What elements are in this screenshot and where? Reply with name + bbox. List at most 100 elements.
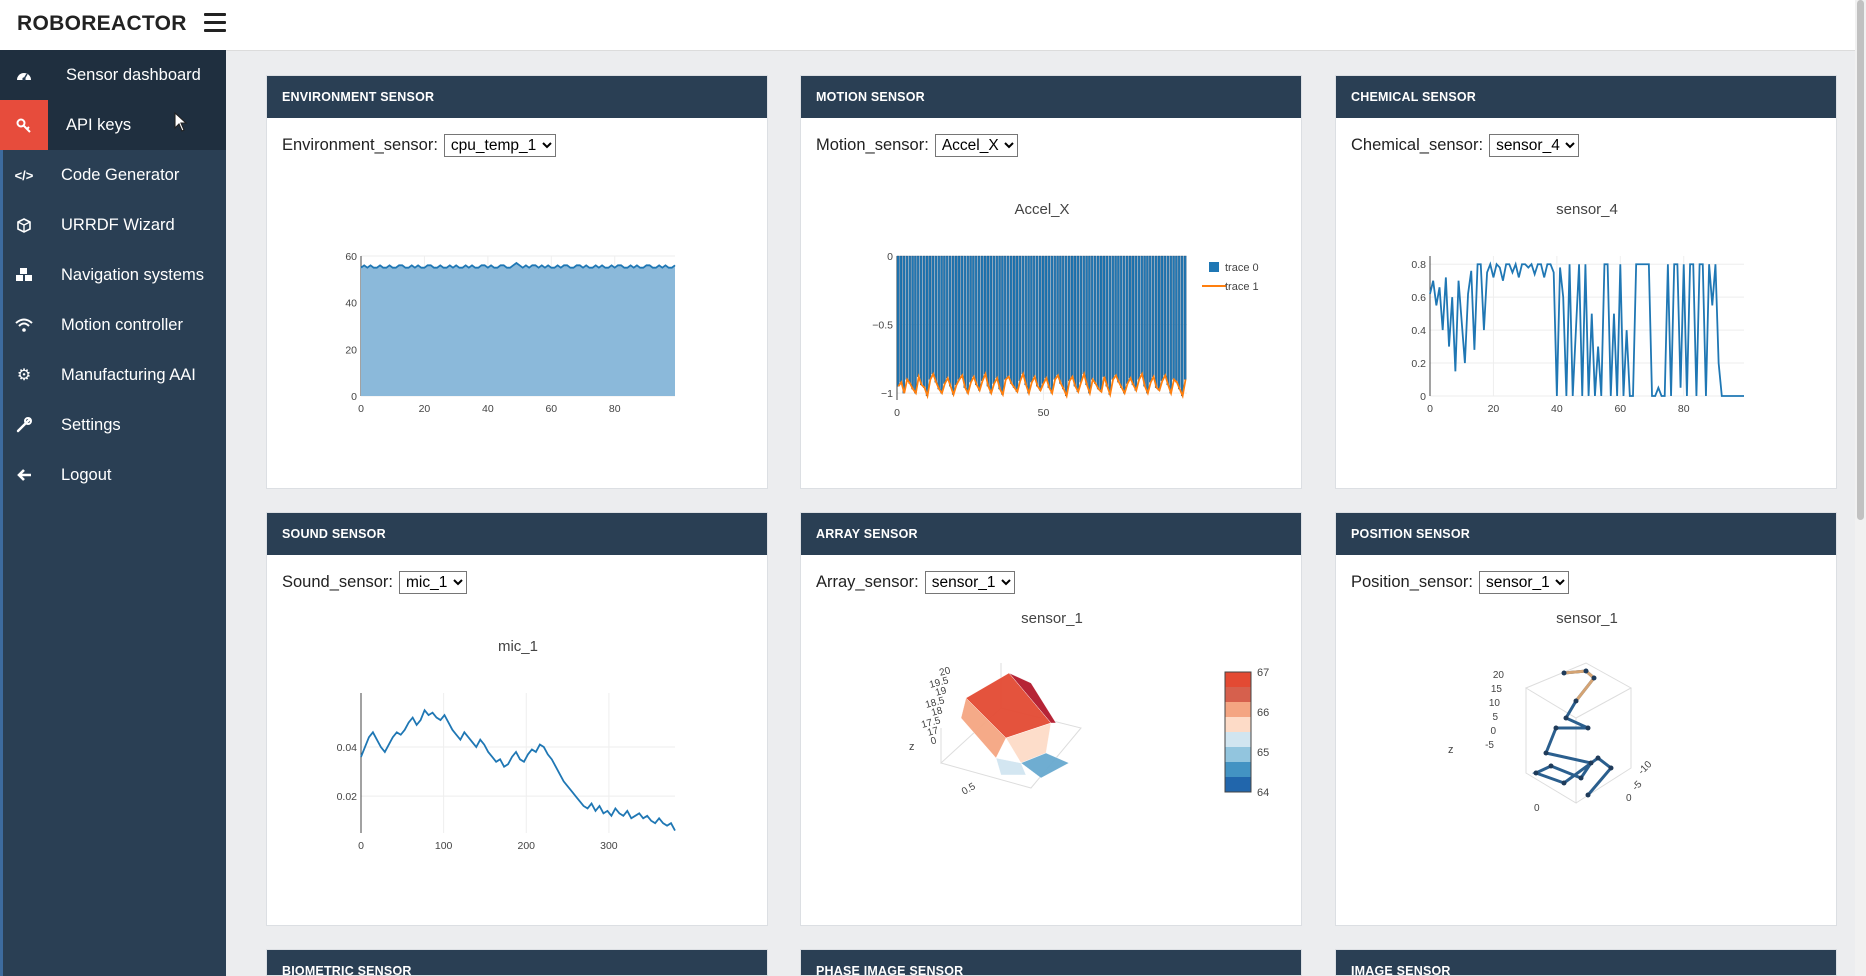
data-point xyxy=(1533,770,1539,776)
y-tick-label: 0 xyxy=(351,391,357,403)
sidebar-item-sensor-dashboard[interactable]: Sensor dashboard xyxy=(0,50,226,100)
bar xyxy=(1125,255,1129,384)
bar xyxy=(1038,255,1042,391)
bar xyxy=(1108,255,1111,395)
y-tick-label: 0.8 xyxy=(1411,259,1426,271)
bar xyxy=(922,255,926,388)
colorbar-frame xyxy=(1224,671,1252,793)
scrollbar-thumb[interactable] xyxy=(1857,0,1864,520)
data-point xyxy=(1595,755,1601,761)
colorbar-band xyxy=(1225,672,1251,687)
sidebar-item-settings[interactable]: Settings xyxy=(0,400,226,450)
chemical-sensor-select[interactable]: sensor_4 xyxy=(1489,134,1580,157)
motion-sensor-select[interactable]: Accel_X xyxy=(934,134,1018,157)
surface-patch xyxy=(1008,672,1057,724)
phase-image-sensor-panel: PHASE IMAGE SENSOR xyxy=(800,949,1302,976)
page-scrollbar[interactable] xyxy=(1855,0,1866,976)
chart-title: Accel_X xyxy=(1014,201,1069,218)
x-tick-label: 80 xyxy=(609,403,621,415)
bar xyxy=(1146,255,1149,394)
z-tick-label: 19.5 xyxy=(928,675,950,691)
x-tick-label: 0 xyxy=(358,403,364,415)
sidebar-item-manufacturing-aai[interactable]: ⚙ Manufacturing AAI xyxy=(0,350,226,400)
data-point xyxy=(1608,765,1614,771)
sidebar-item-label: URRDF Wizard xyxy=(61,215,175,234)
z-tick-label: 18 xyxy=(930,705,944,719)
control-label: Motion_sensor: xyxy=(816,136,929,154)
bar xyxy=(954,255,958,386)
y-tick-label: 0.6 xyxy=(1411,292,1426,304)
bar xyxy=(1018,255,1022,381)
x-tick-label: 80 xyxy=(1678,403,1690,415)
bar xyxy=(1067,255,1071,381)
bar xyxy=(1079,255,1082,383)
z-tick-label: -5 xyxy=(1485,740,1494,751)
bar xyxy=(1137,255,1140,380)
z-tick-label: 10 xyxy=(1489,698,1501,709)
cubes-icon xyxy=(0,250,48,300)
sidebar-item-navigation-systems[interactable]: Navigation systems xyxy=(0,250,226,300)
y-tick-label: 0 xyxy=(887,251,893,263)
environment-sensor-select[interactable]: cpu_temp_1 xyxy=(443,134,556,157)
y-tick-label: 0 xyxy=(1420,391,1426,403)
panel-title: BIOMETRIC SENSOR xyxy=(267,950,767,975)
sidebar-item-label: Logout xyxy=(61,465,112,484)
legend-swatch xyxy=(1209,262,1219,272)
bar xyxy=(969,255,972,383)
data-point xyxy=(1591,675,1597,681)
x-tick-label: 50 xyxy=(1038,407,1050,419)
bar xyxy=(1041,255,1045,384)
bar xyxy=(1088,255,1091,394)
bar xyxy=(934,255,937,383)
wifi-icon xyxy=(0,300,48,350)
app-title: ROBOREACTOR xyxy=(17,12,187,35)
wrench-icon xyxy=(0,400,48,450)
bar xyxy=(928,255,932,380)
bar xyxy=(899,255,903,383)
grid-line xyxy=(1525,688,1577,804)
position-sensor-panel: POSITION SENSOR Position_sensor: sensor_… xyxy=(1335,512,1837,926)
bar xyxy=(1175,255,1178,383)
sound-sensor-panel: SOUND SENSOR Sound_sensor: mic_1 mic_1 0.… xyxy=(266,512,768,926)
surface-patch xyxy=(1020,752,1070,779)
sidebar-item-label: Code Generator xyxy=(61,165,180,184)
bar xyxy=(1172,255,1175,380)
bar xyxy=(980,255,984,381)
series-line xyxy=(1532,669,1614,796)
bar xyxy=(975,255,978,386)
panel-title: SOUND SENSOR xyxy=(267,513,767,555)
sidebar-item-label: API keys xyxy=(66,115,132,134)
sidebar-item-urrdf-wizard[interactable]: URRDF Wizard xyxy=(0,200,226,250)
sidebar-item-code-generator[interactable]: </> Code Generator xyxy=(0,150,226,200)
bar xyxy=(937,255,940,390)
bar xyxy=(1143,255,1146,387)
x-tick-label: 0 xyxy=(358,840,364,852)
sidebar: Sensor dashboard API keys </> Code Gener… xyxy=(0,50,226,976)
x-tick-label: 0 xyxy=(894,407,900,419)
axis-label: z xyxy=(1448,744,1454,756)
bar xyxy=(1152,255,1155,377)
sidebar-item-api-keys[interactable]: API keys xyxy=(0,100,226,150)
bar xyxy=(1027,255,1030,394)
array-sensor-select[interactable]: sensor_1 xyxy=(924,571,1015,594)
sound-sensor-select[interactable]: mic_1 xyxy=(399,571,467,594)
control-label: Array_sensor: xyxy=(816,573,919,591)
bar xyxy=(1120,255,1123,388)
bar xyxy=(1082,255,1085,375)
chart-title: sensor_4 xyxy=(1556,201,1618,218)
hamburger-menu-icon[interactable] xyxy=(204,13,226,35)
y-tick-label: -10 xyxy=(1636,759,1654,777)
data-point xyxy=(1543,750,1549,756)
sidebar-item-logout[interactable]: Logout xyxy=(0,450,226,500)
data-point xyxy=(1585,725,1591,731)
data-point xyxy=(1548,763,1554,769)
panel-title: ARRAY SENSOR xyxy=(801,513,1301,555)
bar xyxy=(1021,255,1024,375)
bar xyxy=(1169,255,1172,394)
sidebar-item-motion-controller[interactable]: Motion controller xyxy=(0,300,226,350)
x-tick-label: 60 xyxy=(545,403,557,415)
bar xyxy=(1024,255,1027,386)
position-sensor-select[interactable]: sensor_1 xyxy=(1479,571,1569,594)
bar xyxy=(1070,255,1074,377)
sound-chart: mic_1 0.02 0.04 0 100 200 300 xyxy=(337,638,676,852)
